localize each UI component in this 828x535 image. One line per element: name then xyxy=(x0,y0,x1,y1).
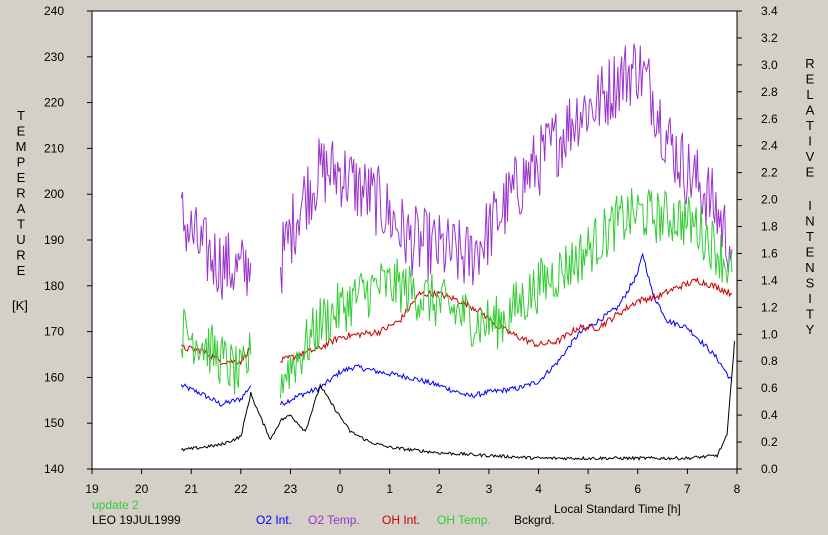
x-tick-label: 0 xyxy=(337,482,344,496)
right-tick-label: 3.0 xyxy=(761,58,778,72)
left-axis-title-letter: A xyxy=(17,201,26,216)
right-tick-label: 2.8 xyxy=(761,85,778,99)
right-tick-label: 2.2 xyxy=(761,166,778,180)
left-tick-label: 190 xyxy=(44,233,64,247)
right-axis-title-letter: A xyxy=(806,103,815,118)
series-line-o2-int xyxy=(180,383,252,407)
left-axis-title-letter: T xyxy=(17,108,25,123)
x-tick-label: 19 xyxy=(85,482,99,496)
left-axis-title-letter: R xyxy=(16,248,25,263)
x-tick-label: 7 xyxy=(684,482,691,496)
left-tick-label: 210 xyxy=(44,141,64,155)
legend: O2 Int. O2 Temp. OH Int. OH Temp. Bckgrd. xyxy=(256,513,555,527)
right-axis-title-letter: N xyxy=(805,260,814,275)
right-axis-title-letter: T xyxy=(806,118,814,133)
x-axis: 19 20 21 22 23 0 1 2 3 4 5 6 7 8 xyxy=(85,469,741,496)
right-axis-title-letter: E xyxy=(806,245,815,260)
legend-item: O2 Temp. xyxy=(308,513,360,527)
status-text: update 2 xyxy=(92,498,139,512)
right-tick-label: 2.0 xyxy=(761,193,778,207)
left-axis-title-letter: M xyxy=(16,139,27,154)
series-line-o2-temp xyxy=(180,191,252,300)
left-tick-label: 240 xyxy=(44,4,64,18)
x-tick-label: 20 xyxy=(135,482,149,496)
x-tick-label: 1 xyxy=(386,482,393,496)
left-axis: 240 230 220 210 200 190 180 170 160 150 140 xyxy=(44,4,92,476)
left-tick-label: 160 xyxy=(44,370,64,384)
x-tick-label: 23 xyxy=(284,482,298,496)
left-tick-label: 220 xyxy=(44,96,64,110)
legend-item: OH Int. xyxy=(382,513,420,527)
x-tick-label: 3 xyxy=(486,482,493,496)
right-tick-label: 0.6 xyxy=(761,381,778,395)
x-tick-label: 5 xyxy=(585,482,592,496)
right-axis-title-letter: R xyxy=(805,56,814,71)
series-layer xyxy=(180,43,735,462)
right-axis-title-letter: T xyxy=(806,229,814,244)
right-tick-label: 1.2 xyxy=(761,300,778,314)
right-tick-label: 0.0 xyxy=(761,462,778,476)
x-tick-label: 22 xyxy=(234,482,248,496)
right-axis-title-letter: E xyxy=(806,165,815,180)
right-tick-label: 2.6 xyxy=(761,112,778,126)
right-tick-label: 0.2 xyxy=(761,435,778,449)
right-axis: 3.4 3.2 3.0 2.8 2.6 2.4 2.2 2.0 1.8 1.6 1.4 1.2 1.0 0… xyxy=(737,4,778,476)
right-tick-label: 3.4 xyxy=(761,4,778,18)
legend-item: O2 Int. xyxy=(256,513,292,527)
left-axis-title-letter: R xyxy=(16,186,25,201)
left-axis-unit: [K] xyxy=(12,298,28,313)
left-tick-label: 180 xyxy=(44,279,64,293)
right-axis-title-letter: Y xyxy=(806,322,815,337)
x-tick-label: 21 xyxy=(185,482,199,496)
right-tick-label: 1.0 xyxy=(761,327,778,341)
left-axis-title-letter: E xyxy=(17,124,26,139)
right-axis-title-letter: L xyxy=(806,87,813,102)
series-line-oh-temp xyxy=(180,308,252,395)
x-axis-label: Local Standard Time [h] xyxy=(554,502,681,516)
x-tick-label: 2 xyxy=(436,482,443,496)
right-tick-label: 1.6 xyxy=(761,246,778,260)
series-line-o2-temp xyxy=(280,43,733,294)
right-axis-title-letter: N xyxy=(805,214,814,229)
x-tick-label: 4 xyxy=(535,482,542,496)
legend-item: Bckgrd. xyxy=(514,513,555,527)
right-axis-title-letter: S xyxy=(806,276,815,291)
right-axis-title-letter: I xyxy=(808,134,812,149)
right-axis-title-letter: V xyxy=(806,149,815,164)
left-axis-title-letter: E xyxy=(17,263,26,278)
right-tick-label: 0.8 xyxy=(761,354,778,368)
left-axis-title-letter: U xyxy=(16,232,25,247)
left-tick-label: 170 xyxy=(44,325,64,339)
left-tick-label: 200 xyxy=(44,187,64,201)
legend-item: OH Temp. xyxy=(437,513,491,527)
station-date: LEO 19JUL1999 xyxy=(92,513,181,527)
left-axis-title-letter: P xyxy=(17,155,26,170)
right-tick-label: 3.2 xyxy=(761,31,778,45)
right-axis-title-letter: I xyxy=(808,198,812,213)
right-axis-title-letter: T xyxy=(806,307,814,322)
x-tick-label: 6 xyxy=(634,482,641,496)
left-axis-title-letter: T xyxy=(17,217,25,232)
right-axis-title-letter: I xyxy=(808,291,812,306)
right-tick-label: 0.4 xyxy=(761,408,778,422)
left-tick-label: 230 xyxy=(44,50,64,64)
right-tick-label: 1.8 xyxy=(761,220,778,234)
right-tick-label: 2.4 xyxy=(761,139,778,153)
right-tick-label: 1.4 xyxy=(761,273,778,287)
left-tick-label: 150 xyxy=(44,416,64,430)
x-tick-label: 8 xyxy=(734,482,741,496)
right-axis-title-letter: E xyxy=(806,72,815,87)
left-axis-title-letter: E xyxy=(17,170,26,185)
left-tick-label: 140 xyxy=(44,462,64,476)
series-line-bckgrd xyxy=(180,340,735,462)
series-line-o2-int xyxy=(280,252,733,406)
series-line-oh-temp xyxy=(280,188,733,399)
